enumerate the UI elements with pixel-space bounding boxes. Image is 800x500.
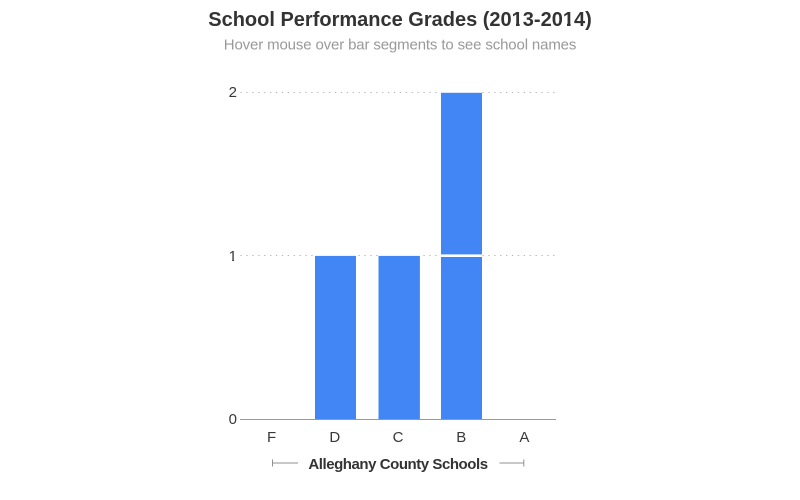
svg-text:D: D bbox=[329, 429, 340, 446]
svg-text:1: 1 bbox=[229, 248, 237, 265]
svg-text:0: 0 bbox=[229, 411, 237, 428]
svg-text:Alleghany County Schools: Alleghany County Schools bbox=[308, 456, 487, 473]
svg-text:C: C bbox=[393, 429, 404, 446]
svg-text:A: A bbox=[519, 429, 529, 446]
svg-text:F: F bbox=[267, 429, 276, 446]
svg-text:2: 2 bbox=[229, 84, 237, 101]
svg-text:B: B bbox=[456, 429, 466, 446]
svg-text:School Performance Grades (201: School Performance Grades (2013-2014) bbox=[208, 9, 592, 31]
svg-text:Hover mouse over bar segments: Hover mouse over bar segments to see sch… bbox=[224, 37, 576, 54]
